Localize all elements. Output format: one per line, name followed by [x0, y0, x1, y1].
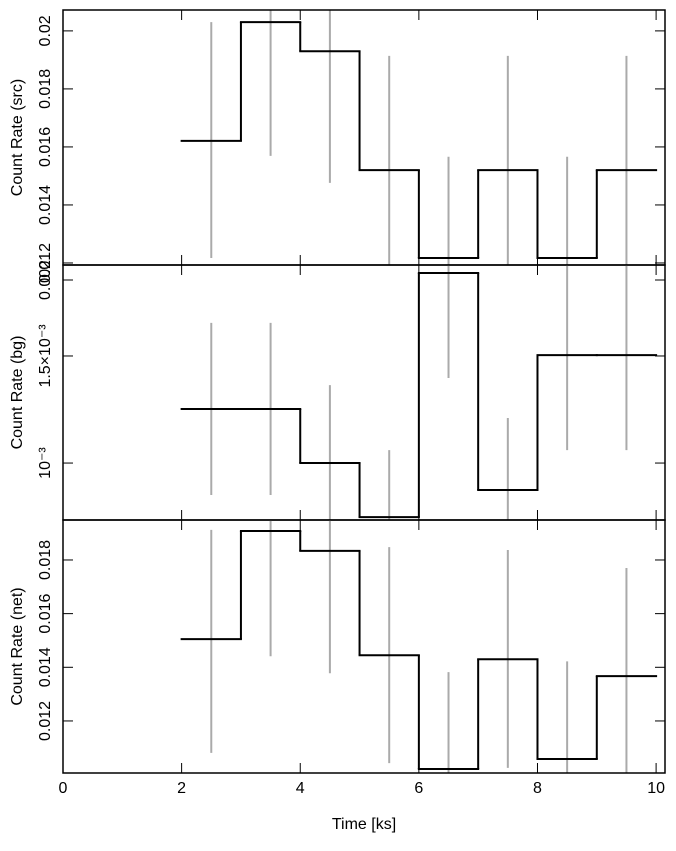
x-tick-label: 10: [647, 780, 665, 797]
x-axis-label: Time [ks]: [332, 816, 396, 833]
y-axis-label: Count Rate (src): [9, 79, 26, 196]
plot-area: [180, 265, 658, 520]
y-tick-label: 0.014: [37, 185, 54, 225]
y-tick-label: 0.016: [37, 127, 54, 167]
x-tick-label: 6: [414, 780, 423, 797]
plot-frame: [62, 519, 666, 774]
y-tick-label: 0.012: [37, 243, 54, 283]
x-tick-label: 4: [296, 780, 305, 797]
y-tick-label: 0.02: [37, 15, 54, 46]
y-tick-label: 0.018: [37, 69, 54, 109]
x-tick-label: 2: [177, 780, 186, 797]
x-tick-label: 0: [59, 780, 68, 797]
y-axis-label: Count Rate (bg): [9, 336, 26, 450]
plot-area: [180, 10, 658, 265]
y-tick-label: 0.018: [37, 540, 54, 580]
panel: 10⁻³ 1.5×10⁻³ 0.002 Count Rate (bg): [9, 260, 666, 521]
panel: 0 2 4 6 8 10 0.012 0.014 0.016 0.018 Count Rate (n…: [9, 519, 666, 833]
y-tick-label: 0.016: [37, 594, 54, 634]
plot-frame: [62, 9, 666, 266]
step-riser: [299, 272, 539, 518]
x-tick-label: 8: [533, 780, 542, 797]
y-tick-label: 10⁻³: [37, 447, 54, 479]
plot-area: [180, 520, 658, 773]
y-tick-label: 0.002: [37, 260, 54, 300]
step-riser: [239, 531, 598, 769]
y-axis-label: Count Rate (net): [9, 587, 26, 705]
plot-frame: [62, 264, 666, 521]
y-tick-label: 0.012: [37, 701, 54, 741]
step-riser: [239, 22, 598, 259]
y-tick-label: 1.5×10⁻³: [37, 324, 54, 388]
y-tick-label: 0.014: [37, 647, 54, 687]
